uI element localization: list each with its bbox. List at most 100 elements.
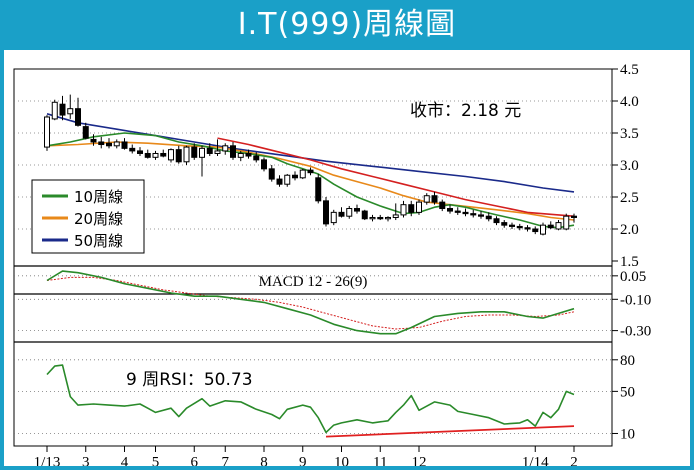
candle-body xyxy=(129,147,136,152)
price-tick-label: 3.5 xyxy=(620,126,639,142)
x-tick-label: 11 xyxy=(373,455,387,466)
price-tick-label: 4.5 xyxy=(620,62,639,78)
x-tick-label: 3 xyxy=(82,455,90,466)
frame-border-bottom xyxy=(0,466,694,470)
x-tick-label: 5 xyxy=(152,455,160,466)
macd-signal-line xyxy=(46,276,575,330)
macd-tick-label: 0.05 xyxy=(620,269,646,285)
candle-body xyxy=(82,126,89,139)
candle-body xyxy=(152,152,159,158)
candle-body xyxy=(113,141,120,147)
candle-body xyxy=(75,108,81,126)
x-tick-label: 10 xyxy=(334,455,349,466)
candle-body xyxy=(206,147,213,154)
price-tick-label: 3.0 xyxy=(620,158,639,174)
rsi-line xyxy=(46,364,575,434)
candle-body xyxy=(532,228,539,233)
y-axis-ticks: 4.5 4.0 3.5 3.0 2.5 2.0 1.50.05 -0.10 -0.30 80 50 1… xyxy=(612,62,651,442)
title-bar: I.T(999)周線圖 xyxy=(0,0,694,50)
legend-label-ma50: 50周線 xyxy=(74,232,123,250)
candle-body xyxy=(454,210,461,213)
candle-body xyxy=(509,224,515,227)
candle-body xyxy=(571,215,577,218)
legend: 10周線 20周線 50周線 xyxy=(31,179,145,254)
candle-body xyxy=(44,116,50,148)
candle-body xyxy=(98,141,105,146)
x-tick-label: 8 xyxy=(260,455,268,466)
candle-body xyxy=(144,152,151,158)
candle-body xyxy=(392,214,399,218)
candle-body xyxy=(160,152,167,157)
candle-body xyxy=(400,204,407,216)
candle-body xyxy=(516,225,523,229)
price-tick-label: 2.0 xyxy=(620,222,639,238)
price-tick-label: 2.5 xyxy=(620,190,639,206)
candle-body xyxy=(323,200,329,225)
candle-body xyxy=(245,152,252,157)
x-axis-ticks: 1/13 3 4 5 6 7 8 9 10 11 12 1/14 2 xyxy=(34,446,578,466)
chart-title: I.T(999)周線圖 xyxy=(237,7,457,42)
candle-body xyxy=(354,208,360,212)
candle-body xyxy=(284,174,291,185)
x-tick-label: 1/14 xyxy=(522,455,549,466)
candle-body xyxy=(121,141,128,149)
candle-body xyxy=(51,101,58,120)
candle-body xyxy=(369,216,376,220)
candle-body xyxy=(299,169,306,179)
ma10-line xyxy=(46,132,575,229)
candle-body xyxy=(361,210,368,220)
candle-body xyxy=(67,108,74,115)
candle-body xyxy=(485,215,492,220)
rsi-tick-label: 10 xyxy=(620,426,635,442)
candle-body xyxy=(346,208,353,217)
candle-body xyxy=(292,174,298,179)
x-tick-label: 12 xyxy=(412,455,427,466)
rsi-trend-line xyxy=(325,425,575,438)
candle-body xyxy=(222,145,229,152)
candle-body xyxy=(447,208,453,212)
frame-border-right xyxy=(690,50,694,470)
price-tick-label: 4.0 xyxy=(620,94,639,110)
candle-body xyxy=(478,214,484,217)
x-tick-label: 7 xyxy=(222,455,230,466)
candle-body xyxy=(191,146,198,158)
candle-body xyxy=(431,195,438,203)
legend-label-ma10: 10周線 xyxy=(74,188,123,206)
candle-body xyxy=(253,155,260,161)
macd-tick-label: -0.10 xyxy=(620,292,651,308)
candle-body xyxy=(90,138,97,143)
candle-body xyxy=(555,222,562,230)
rsi-lines xyxy=(46,364,575,438)
candle-body xyxy=(175,149,182,163)
x-tick-label: 2 xyxy=(570,455,578,466)
candle-body xyxy=(230,145,236,158)
candle-body xyxy=(199,147,205,158)
macd-lines xyxy=(46,270,575,335)
candle-body xyxy=(59,103,66,116)
plot-border xyxy=(13,68,613,447)
ma20-line xyxy=(46,141,575,221)
candle-body xyxy=(338,211,345,217)
candle-body xyxy=(330,211,337,224)
frame-border-left xyxy=(0,50,4,470)
ma-red-line xyxy=(217,137,575,217)
legend-label-ma20: 20周線 xyxy=(74,210,123,228)
candle-body xyxy=(540,224,546,235)
candlesticks xyxy=(44,94,577,236)
candle-body xyxy=(493,218,500,224)
candle-body xyxy=(261,159,267,170)
candle-body xyxy=(416,201,422,213)
candle-body xyxy=(315,177,322,202)
candle-body xyxy=(501,222,508,226)
rsi-annotation: 9 周RSI：50.73 xyxy=(126,370,253,390)
moving-averages xyxy=(46,113,575,229)
candle-body xyxy=(276,178,283,185)
x-tick-label: 6 xyxy=(191,455,199,466)
candle-body xyxy=(524,227,531,230)
candle-body xyxy=(408,204,415,213)
candle-body xyxy=(237,152,244,158)
candle-body xyxy=(385,216,391,220)
candle-body xyxy=(470,213,477,216)
x-tick-label: 1/13 xyxy=(34,455,61,466)
x-tick-label: 4 xyxy=(121,455,129,466)
